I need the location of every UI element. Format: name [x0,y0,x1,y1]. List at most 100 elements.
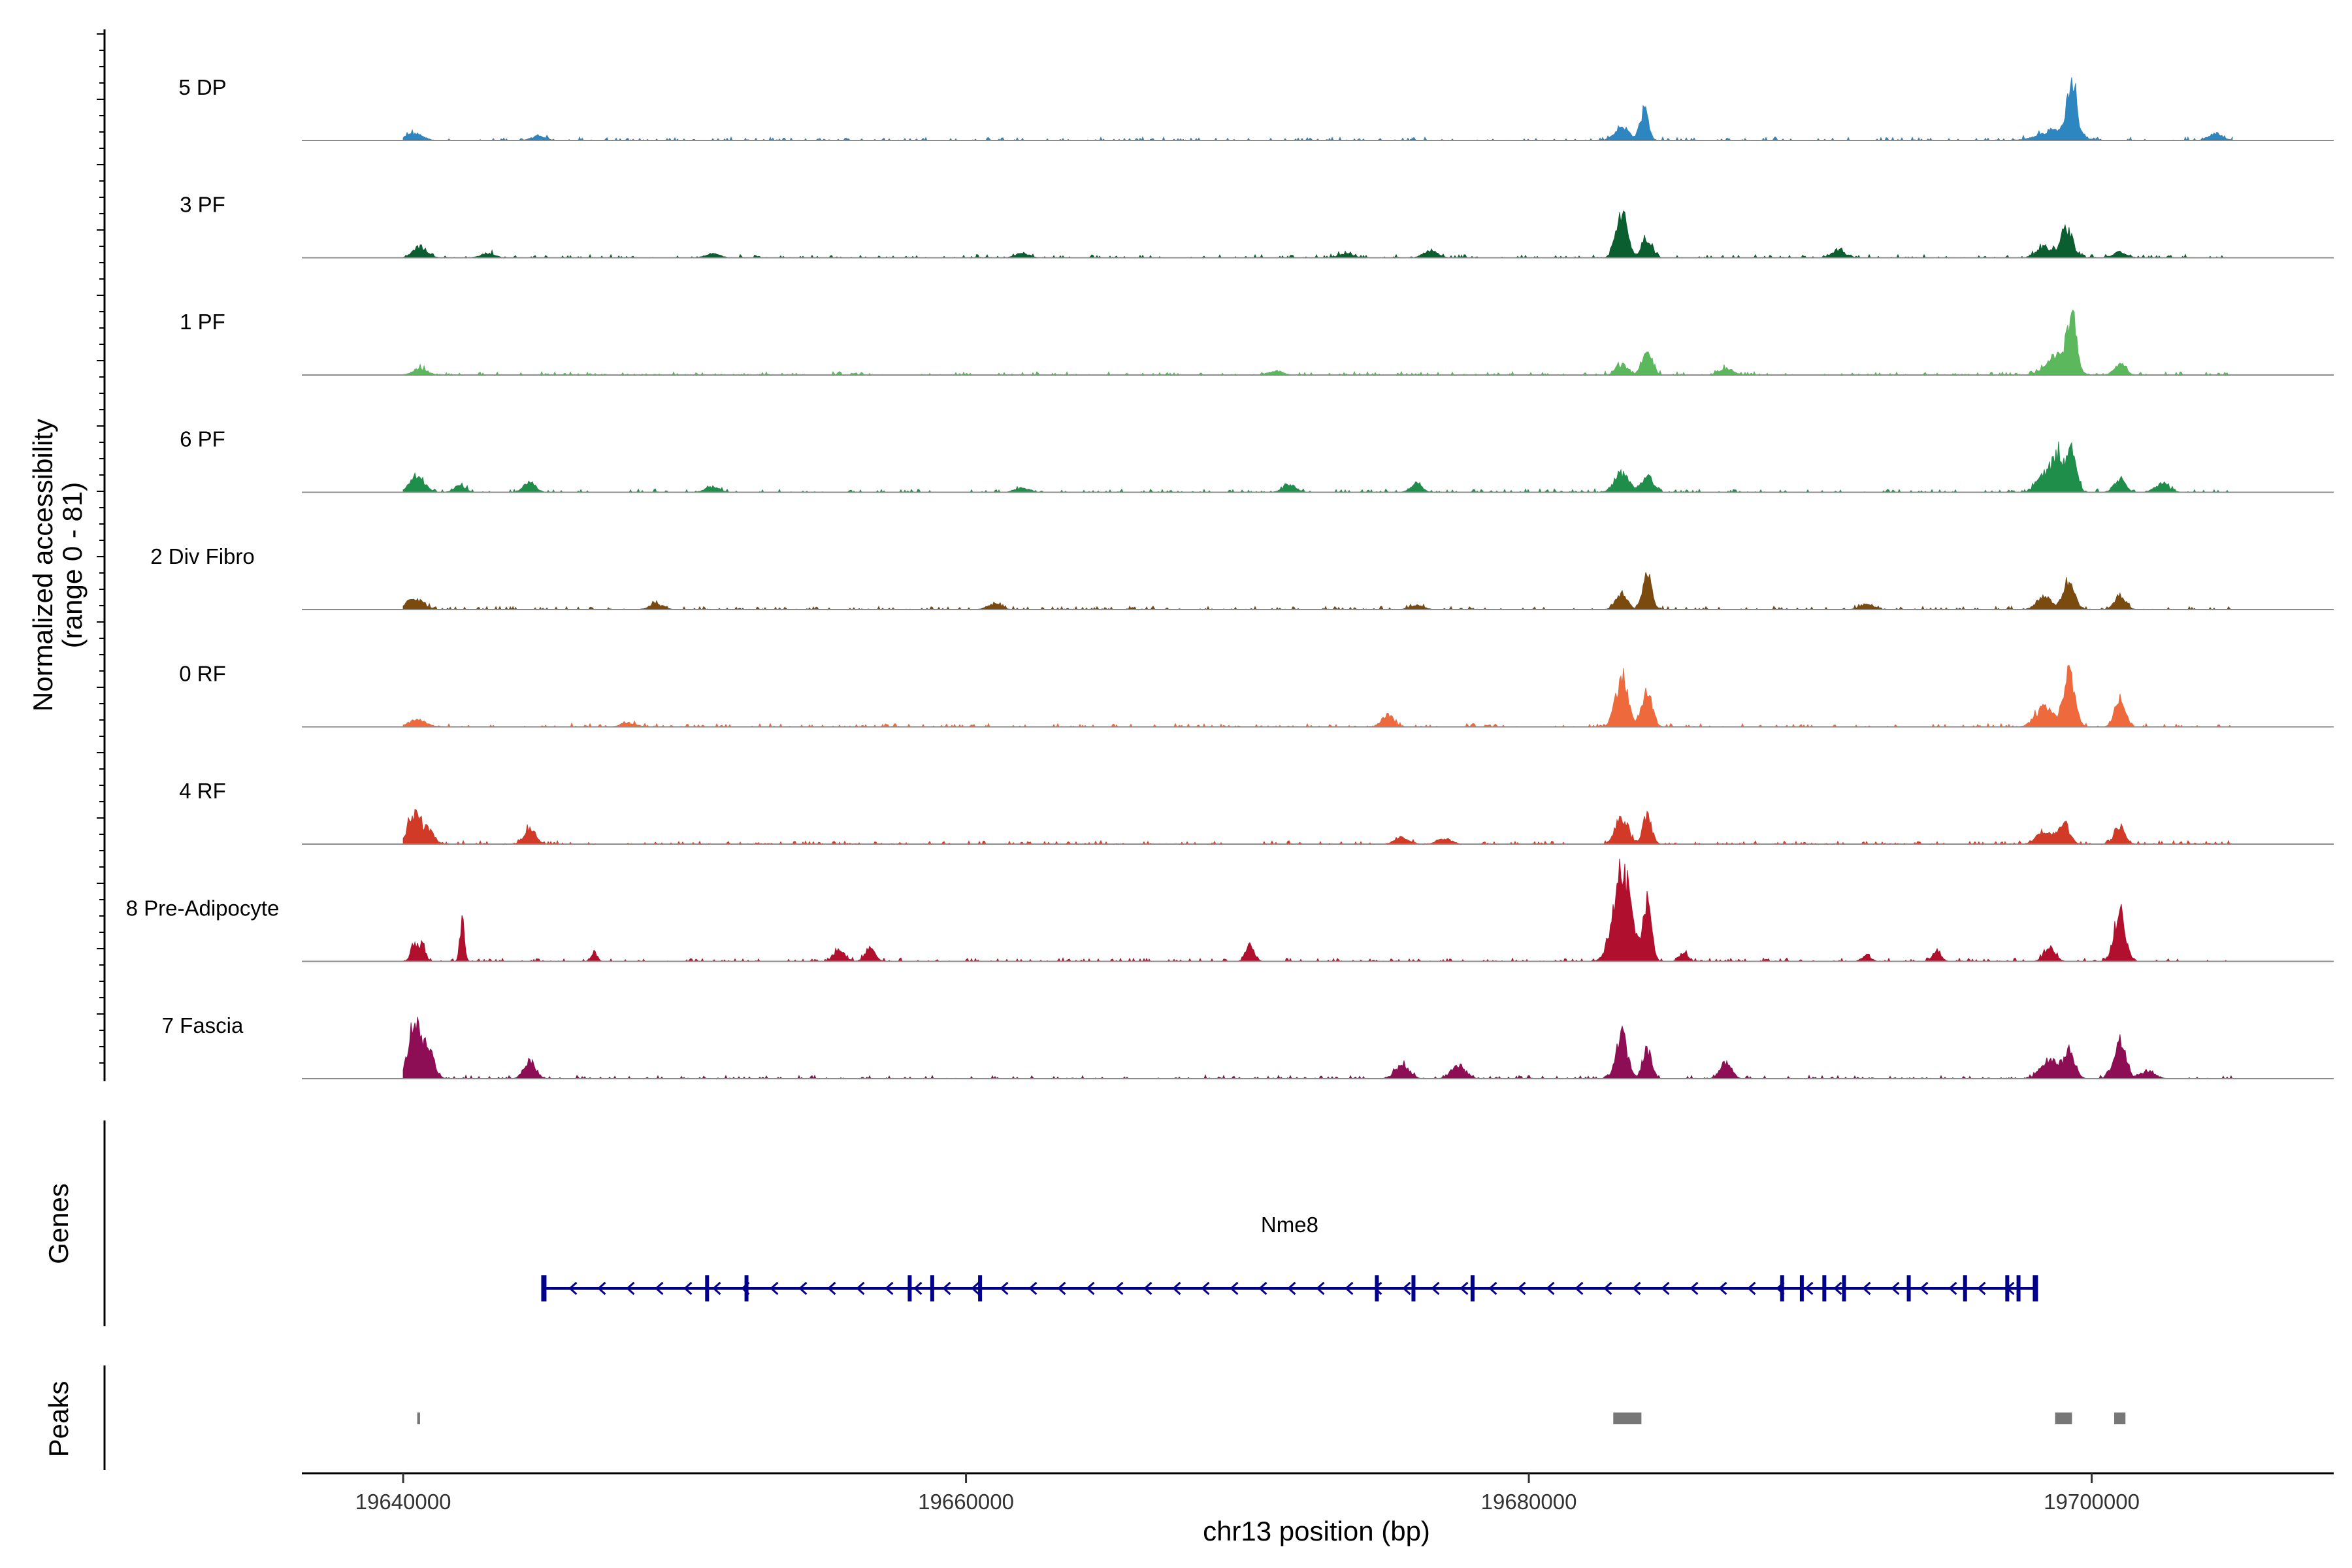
strand-arrow [1086,1281,1095,1296]
exon [2016,1275,2021,1301]
track-label: 7 Fascia [162,1013,244,1037]
exon [744,1275,749,1301]
y-axis-range: (range 0 - 81) [57,482,88,648]
strand-arrow [971,1281,980,1296]
exon [1470,1275,1475,1301]
strand-arrow [1833,1281,1842,1296]
strand-arrow [1028,1281,1037,1296]
track-4-rf: 4 RF [179,779,2334,845]
track-label: 8 Pre-Adipocyte [126,896,280,921]
exon [2033,1275,2038,1301]
peak-track [417,1413,2126,1424]
coverage-area [402,210,2232,259]
strand-arrow [1345,1281,1354,1296]
peak-region [1613,1413,1642,1424]
strand-arrow [1230,1281,1239,1296]
exon [907,1275,912,1301]
track-5-dp: 5 DP [178,75,2334,142]
strand-arrow [655,1281,664,1296]
strand-arrow [885,1281,894,1296]
strand-arrow [1115,1281,1124,1296]
gene-name: Nme8 [1261,1213,1318,1237]
coverage-area [402,441,2232,493]
genes-axis-title: Genes [43,1183,74,1264]
strand-arrow [827,1281,836,1296]
exon [1780,1275,1784,1301]
exon [1842,1275,1846,1301]
track-6-pf: 6 PF [180,427,2334,493]
strand-arrow [1948,1281,1957,1296]
track-7-fascia: 7 Fascia [162,1013,2334,1080]
exon [2005,1275,2010,1301]
strand-arrow [1258,1281,1267,1296]
x-axis-title: chr13 position (bp) [1203,1516,1430,1546]
strand-arrow [1747,1281,1756,1296]
exon [1822,1275,1827,1301]
track-3-pf: 3 PF [180,193,2334,259]
track-label: 0 RF [179,662,226,686]
coverage-area [402,664,2232,728]
exon [1411,1275,1416,1301]
strand-arrow [1000,1281,1009,1296]
strand-arrow [1402,1281,1411,1296]
strand-arrow [626,1281,635,1296]
exon [1799,1275,1804,1301]
gene-nme8: Nme8 [541,1213,2038,1301]
strand-arrow [1287,1281,1296,1296]
accessibility-axis-ticks [97,33,105,1064]
strand-arrow [712,1281,721,1296]
peak-region [417,1413,420,1424]
exon [1375,1275,1379,1301]
strand-arrow [1546,1281,1555,1296]
strand-arrow [1057,1281,1066,1296]
strand-arrow [1316,1281,1325,1296]
exon [978,1275,983,1301]
coverage-area [402,809,2233,845]
strand-arrow [1718,1281,1727,1296]
peak-region [2114,1413,2126,1424]
strand-arrow [1919,1281,1929,1296]
strand-arrow [798,1281,808,1296]
peaks-axis-title: Peaks [43,1381,74,1458]
exon [1963,1275,1967,1301]
strand-arrow [913,1281,923,1296]
strand-arrow [1862,1281,1871,1296]
strand-arrow [1460,1281,1469,1296]
track-label: 6 PF [180,427,225,451]
x-tick-label: 19660000 [918,1490,1014,1514]
track-label: 3 PF [180,193,225,217]
coverage-area [402,1017,2233,1080]
track-label: 2 Div Fibro [150,544,255,568]
strand-arrow [1201,1281,1210,1296]
strand-arrow [1488,1281,1497,1296]
x-axis-ticks: 19640000 19660000 19680000 19700000 [355,1473,2140,1514]
strand-arrow [1891,1281,1900,1296]
coverage-area [402,309,2232,376]
track-0-rf: 0 RF [179,662,2334,728]
coverage-area [402,77,2233,142]
peak-region [2055,1413,2072,1424]
x-tick-label: 19700000 [2044,1490,2140,1514]
strand-arrow [1373,1281,1382,1296]
exon [930,1275,934,1301]
gene-track: Nme8 [541,1213,2038,1301]
track-1-pf: 1 PF [180,309,2334,376]
strand-arrow [1431,1281,1440,1296]
strand-arrow [1603,1281,1612,1296]
strand-arrow [1575,1281,1584,1296]
strand-arrow [1517,1281,1526,1296]
strand-arrow [683,1281,693,1296]
strand-arrow [1977,1281,1986,1296]
strand-arrow [568,1281,578,1296]
coverage-tracks: 5 DP 3 PF 1 PF 6 PF 2 Div Fibro 0 RF 4 RF 8 Pre… [126,75,2334,1080]
track-label: 4 RF [179,779,226,803]
y-axis-title: Normalized accessibility [27,419,58,711]
strand-arrow [1143,1281,1152,1296]
exon [705,1275,710,1301]
strand-arrow [770,1281,779,1296]
strand-arrow [1805,1281,1814,1296]
strand-arrow [1661,1281,1670,1296]
track-label: 5 DP [178,75,226,99]
track-label: 1 PF [180,310,225,334]
